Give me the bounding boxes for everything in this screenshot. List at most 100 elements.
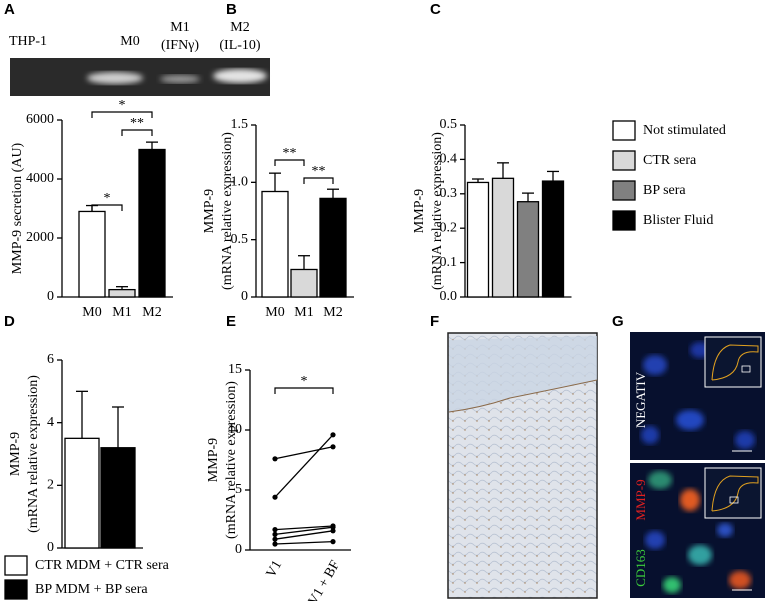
legend-swatch xyxy=(4,579,28,600)
bar xyxy=(541,180,565,298)
x-tick-label: M2 xyxy=(142,305,161,320)
significance-label: * xyxy=(119,98,126,113)
pair-line xyxy=(274,525,334,531)
pair-line xyxy=(274,446,334,460)
y-tick-label: 0.2 xyxy=(440,220,458,235)
point xyxy=(272,536,278,542)
significance-label: ** xyxy=(130,116,144,131)
panel-label: A xyxy=(4,1,15,18)
pair-line xyxy=(274,434,334,498)
point xyxy=(272,541,278,547)
bar xyxy=(290,268,318,298)
bar xyxy=(100,447,136,549)
image-label: NEGATIV xyxy=(633,371,648,428)
significance-bracket xyxy=(274,159,305,166)
y-axis-label: (mRNA relative expression) xyxy=(26,375,41,533)
legend-label: BP MDM + BP sera xyxy=(35,582,148,597)
significance-bracket xyxy=(91,204,123,211)
bar xyxy=(261,190,289,298)
y-axis-label: (mRNA relative expression) xyxy=(224,381,239,539)
legend-label: Blister Fluid xyxy=(643,213,713,228)
panel-label: C xyxy=(430,1,441,18)
y-tick-label: 6000 xyxy=(26,112,54,127)
bar xyxy=(466,181,490,298)
y-tick-label: 5 xyxy=(235,482,242,497)
y-tick-label: 0.4 xyxy=(440,152,458,167)
x-tick-label: M0 xyxy=(82,305,101,320)
y-tick-label: 0 xyxy=(47,540,54,555)
x-tick-label: V1 xyxy=(264,558,286,580)
gel-label: THP-1 xyxy=(9,34,47,49)
image-label: CD163 xyxy=(633,549,648,587)
histology-image xyxy=(447,332,598,599)
pair-line xyxy=(274,530,334,540)
point xyxy=(330,432,336,438)
legend-swatch xyxy=(612,150,636,171)
point xyxy=(330,539,336,545)
significance-label: * xyxy=(301,374,308,389)
y-tick-label: 15 xyxy=(228,362,242,377)
legend-swatch xyxy=(612,180,636,201)
image-label: MMP-9 xyxy=(633,479,648,520)
gel-image xyxy=(10,58,270,96)
legend-label: CTR sera xyxy=(643,153,697,168)
legend-label: CTR MDM + CTR sera xyxy=(35,558,170,573)
y-tick-label: 0.3 xyxy=(440,186,458,201)
legend-label: BP sera xyxy=(643,183,686,198)
significance-bracket xyxy=(274,387,334,394)
bar xyxy=(516,201,540,298)
pair-line xyxy=(274,540,334,545)
point xyxy=(272,494,278,500)
x-tick-label: M0 xyxy=(265,305,284,320)
y-axis-label: MMP-9 secretion (AU) xyxy=(10,142,25,274)
y-tick-label: 0.5 xyxy=(231,232,249,247)
gel-label: (IL-10) xyxy=(219,38,261,53)
point xyxy=(330,528,336,534)
y-tick-label: 4000 xyxy=(26,171,54,186)
panel-label: D xyxy=(4,313,15,330)
y-tick-label: 4 xyxy=(47,415,54,430)
point xyxy=(272,531,278,538)
bar xyxy=(64,437,100,549)
bar xyxy=(491,177,515,298)
panel-label: B xyxy=(226,1,237,18)
y-tick-label: 0 xyxy=(241,289,248,304)
y-axis-label: MMP-9 xyxy=(206,438,221,482)
panel-label: G xyxy=(612,313,624,330)
gel-label: M1 xyxy=(170,20,189,35)
legend-swatch xyxy=(612,120,636,141)
significance-bracket xyxy=(121,129,153,136)
x-tick-label: M2 xyxy=(323,305,342,320)
bar xyxy=(108,288,136,298)
y-axis-label: (mRNA relative expression) xyxy=(430,132,445,290)
significance-bracket xyxy=(303,177,334,184)
y-tick-label: 6 xyxy=(47,352,54,367)
x-tick-label: V1 + BF xyxy=(306,558,344,601)
point xyxy=(272,456,278,462)
y-tick-label: 2000 xyxy=(26,230,54,245)
y-tick-label: 0.1 xyxy=(440,255,458,270)
y-axis-label: MMP-9 xyxy=(412,189,427,233)
y-tick-label: 10 xyxy=(228,422,242,437)
panel-label: F xyxy=(430,313,439,330)
y-axis-label: (mRNA relative expression) xyxy=(220,132,235,290)
significance-label: ** xyxy=(283,146,297,161)
bar xyxy=(78,210,106,298)
gel-label: M0 xyxy=(120,34,139,49)
y-axis-label: MMP-9 xyxy=(8,432,23,476)
y-tick-label: 0 xyxy=(47,289,54,304)
y-tick-label: 1.5 xyxy=(231,117,249,132)
fluorescence-image xyxy=(630,463,765,598)
point xyxy=(330,524,336,530)
gel-label: (IFNγ) xyxy=(161,38,199,53)
y-tick-label: 0.0 xyxy=(440,289,458,304)
panel-label: E xyxy=(226,313,236,330)
pair-line xyxy=(274,526,334,536)
point xyxy=(272,527,278,533)
y-tick-label: 2 xyxy=(47,478,54,493)
y-tick-label: 1.0 xyxy=(231,175,249,190)
y-tick-label: 0.5 xyxy=(440,117,458,132)
y-tick-label: 0 xyxy=(235,542,242,557)
bar xyxy=(319,197,347,298)
